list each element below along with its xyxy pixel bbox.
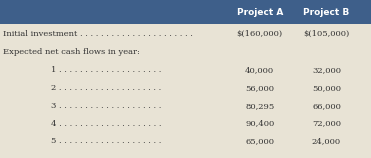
Text: 65,000: 65,000 [245, 137, 274, 145]
Text: 2 . . . . . . . . . . . . . . . . . . . .: 2 . . . . . . . . . . . . . . . . . . . … [51, 84, 161, 92]
Text: 56,000: 56,000 [245, 84, 274, 92]
Text: 1 . . . . . . . . . . . . . . . . . . . .: 1 . . . . . . . . . . . . . . . . . . . … [51, 66, 162, 74]
Text: 4 . . . . . . . . . . . . . . . . . . . .: 4 . . . . . . . . . . . . . . . . . . . … [51, 120, 162, 128]
Text: 90,400: 90,400 [245, 120, 274, 128]
Text: 40,000: 40,000 [245, 66, 274, 74]
Text: 24,000: 24,000 [312, 137, 341, 145]
Text: 50,000: 50,000 [312, 84, 341, 92]
Text: 32,000: 32,000 [312, 66, 341, 74]
Text: 5 . . . . . . . . . . . . . . . . . . . .: 5 . . . . . . . . . . . . . . . . . . . … [51, 137, 162, 145]
FancyBboxPatch shape [0, 0, 371, 24]
Text: 3 . . . . . . . . . . . . . . . . . . . .: 3 . . . . . . . . . . . . . . . . . . . … [51, 102, 162, 110]
Text: Expected net cash flows in year:: Expected net cash flows in year: [3, 48, 140, 56]
Text: 72,000: 72,000 [312, 120, 341, 128]
Text: $(160,000): $(160,000) [237, 30, 283, 38]
Text: Project A: Project A [237, 8, 283, 17]
Text: 80,295: 80,295 [245, 102, 274, 110]
Text: $(105,000): $(105,000) [303, 30, 349, 38]
Text: Initial investment . . . . . . . . . . . . . . . . . . . . . .: Initial investment . . . . . . . . . . .… [3, 30, 193, 38]
Text: Project B: Project B [303, 8, 349, 17]
Text: 66,000: 66,000 [312, 102, 341, 110]
